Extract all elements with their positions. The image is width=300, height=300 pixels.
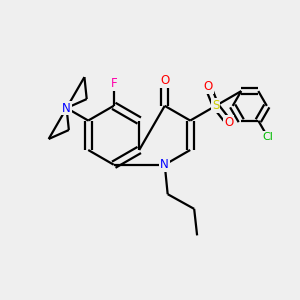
Text: O: O (224, 116, 233, 129)
Text: S: S (212, 99, 219, 112)
Text: Cl: Cl (262, 132, 273, 142)
Text: O: O (160, 74, 169, 87)
Text: F: F (110, 77, 117, 90)
Text: N: N (160, 158, 169, 171)
Text: N: N (62, 101, 71, 115)
Text: O: O (203, 80, 213, 93)
